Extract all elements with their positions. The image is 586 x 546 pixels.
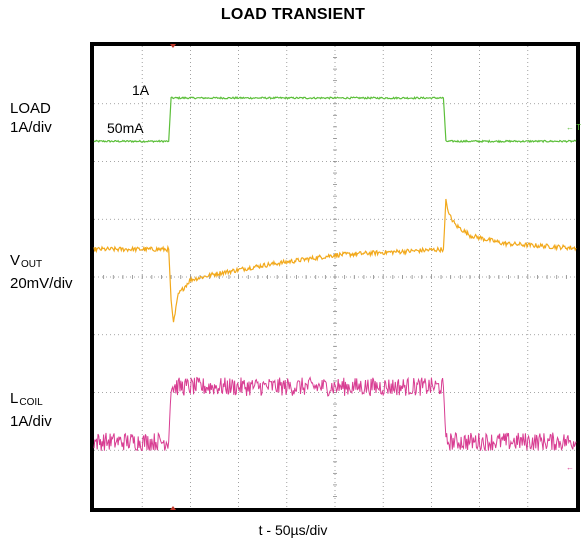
load-scale: 1A/div — [10, 119, 52, 136]
trace-load — [93, 95, 577, 144]
trigger-markers: ← T ← — [170, 44, 581, 510]
load-channel-label: LOAD 1A/div — [10, 99, 52, 137]
vout-channel-label: VOUT 20mV/div — [10, 251, 73, 293]
lcoil-name-subscript: COIL — [19, 397, 43, 408]
ch4-ground-marker: ← — [566, 463, 574, 472]
lcoil-channel-label: LCOIL 1A/div — [10, 389, 52, 431]
load-low-level-label: 50mA — [107, 120, 144, 136]
x-axis-label: t - 50µs/div — [258, 522, 328, 538]
chart-title: LOAD TRANSIENT — [220, 6, 366, 23]
lcoil-name: L — [10, 390, 19, 407]
ch1-ground-marker: ← T — [566, 123, 581, 132]
vout-scale: 20mV/div — [10, 275, 73, 292]
vout-name-subscript: OUT — [21, 259, 43, 270]
load-high-level-label: 1A — [132, 82, 150, 98]
trace-l-coil — [93, 376, 577, 452]
trigger-top-marker — [170, 44, 176, 48]
load-name: LOAD — [10, 100, 51, 117]
traces — [93, 95, 577, 452]
lcoil-scale: 1A/div — [10, 413, 52, 430]
trigger-bottom-marker — [170, 506, 176, 510]
trace-v-out — [93, 198, 577, 323]
vout-name: V — [10, 252, 21, 269]
scope-grid — [94, 46, 576, 508]
